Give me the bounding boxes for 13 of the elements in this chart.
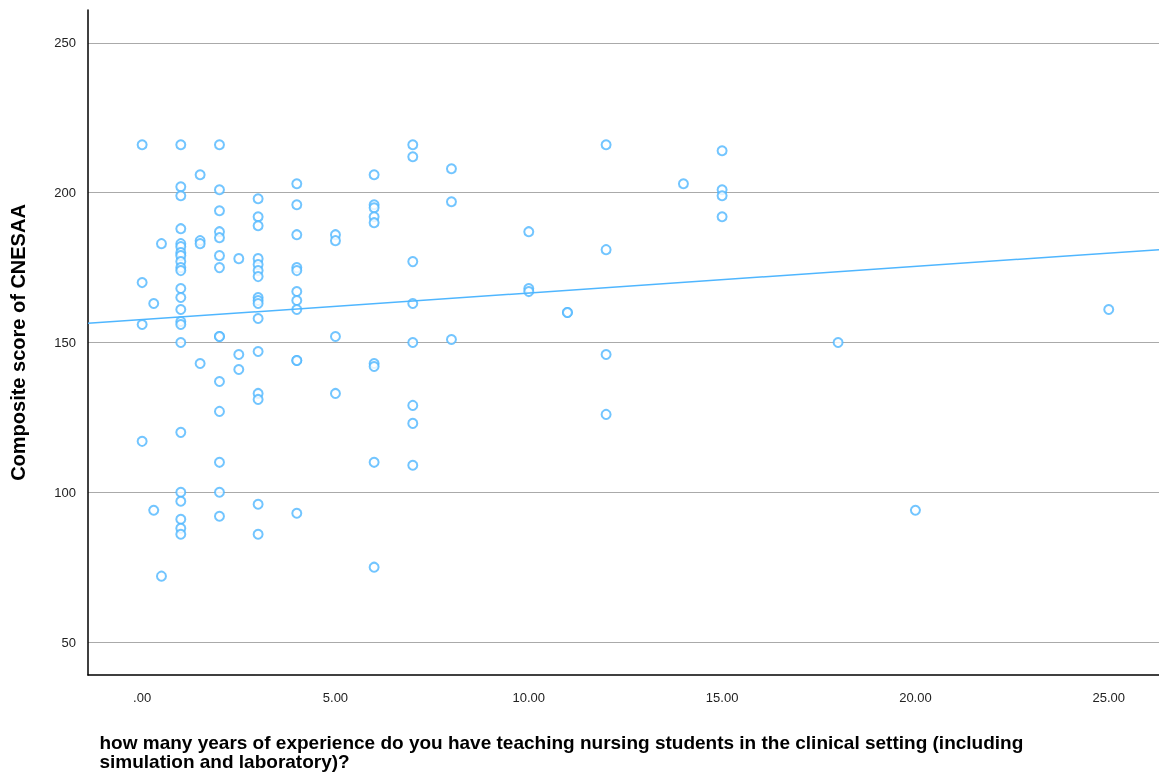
x-axis-title: how many years of experience do you have teaching nursing students in the clinical setting (including simulation and laboratory)? xyxy=(99,732,1029,772)
y-tick-label: 200 xyxy=(54,185,76,201)
x-tick-label: .00 xyxy=(133,690,152,705)
y-axis-title: Composite score of CNESAA xyxy=(7,204,29,481)
y-tick-label: 50 xyxy=(61,634,76,650)
y-tick-label: 100 xyxy=(54,484,76,500)
y-tick-label: 150 xyxy=(54,335,76,350)
x-tick-label: 20.00 xyxy=(899,690,932,705)
x-tick-label: 15.00 xyxy=(705,690,739,705)
y-tick-label: 250 xyxy=(54,35,76,51)
x-tick-label: 25.00 xyxy=(1092,690,1126,705)
x-tick-label: 5.00 xyxy=(322,690,349,705)
x-tick-label: 10.00 xyxy=(512,690,546,705)
